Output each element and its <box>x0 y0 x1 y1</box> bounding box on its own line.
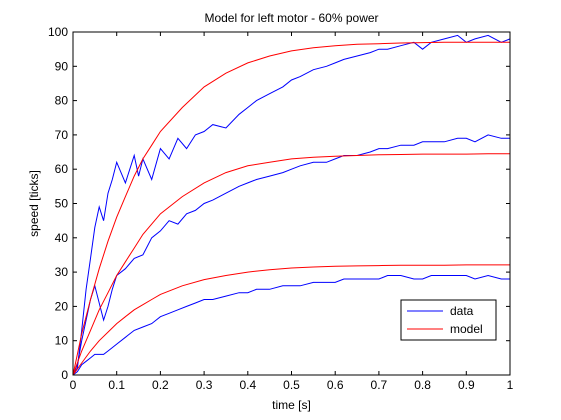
series-layer <box>72 34 511 376</box>
y-tick-label: 60 <box>55 162 69 176</box>
y-tick-label: 100 <box>48 25 68 39</box>
x-tick-label: 0.9 <box>458 378 475 392</box>
x-tick-label: 0.4 <box>239 378 256 392</box>
x-tick-label: 0.6 <box>327 378 344 392</box>
y-tick-label: 10 <box>55 334 69 348</box>
y-tick-label: 0 <box>61 368 68 382</box>
y-tick-label: 30 <box>55 265 69 279</box>
x-axis-title: time [s] <box>272 398 311 412</box>
series-line-data-0 <box>72 34 511 376</box>
series-line-model-5 <box>72 264 510 376</box>
y-tick-label: 50 <box>55 197 69 211</box>
x-tick-label: 0.1 <box>108 378 125 392</box>
x-tick-label: 0.8 <box>414 378 431 392</box>
y-tick-label: 70 <box>55 128 69 142</box>
x-tick-label: 0.7 <box>371 378 388 392</box>
x-tick-label: 0.3 <box>196 378 213 392</box>
y-axis-title: speed [ticks] <box>27 170 41 237</box>
series-line-model-3 <box>72 41 510 376</box>
x-tick-label: 0.2 <box>152 378 169 392</box>
legend: data model <box>400 299 497 341</box>
chart-title: Model for left motor - 60% power <box>204 11 378 25</box>
series-line-data-1 <box>72 134 510 376</box>
y-tick-label: 80 <box>55 94 69 108</box>
ticks-layer: 0 0.1 0.2 0.3 0.4 0.5 0.6 0.7 0.8 0.9 101020304050… <box>48 25 514 392</box>
legend-data-label: data <box>450 304 474 318</box>
series-line-data-2 <box>72 274 510 376</box>
legend-model-label: model <box>450 322 483 336</box>
x-tick-label: 0.5 <box>283 378 300 392</box>
series-line-model-4 <box>72 153 510 376</box>
legend-box <box>400 299 497 341</box>
y-tick-label: 90 <box>55 59 69 73</box>
x-tick-label: 1 <box>507 378 514 392</box>
x-tick-label: 0 <box>70 378 77 392</box>
y-tick-label: 20 <box>55 299 69 313</box>
y-tick-label: 40 <box>55 231 69 245</box>
